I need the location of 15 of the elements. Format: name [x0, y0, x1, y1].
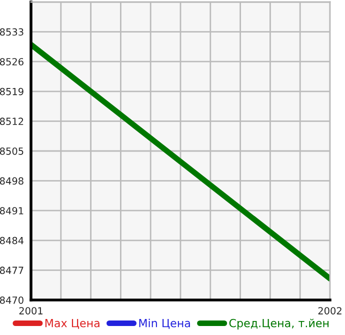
y-tick-label: 8512	[0, 118, 24, 126]
legend-label: Min Цена	[139, 318, 190, 329]
x-tick-label: 2001	[19, 307, 42, 314]
y-tick-label: 8505	[0, 147, 24, 155]
y-tick-label: 8477	[0, 266, 24, 274]
legend-label: Max Цена	[45, 319, 100, 329]
y-tick-label: 8484	[0, 236, 24, 244]
legend-label: Сред.Цена, т.йен	[229, 318, 329, 330]
x-tick-label: 2002	[318, 307, 342, 314]
y-tick-label: 8519	[0, 88, 24, 96]
y-tick-label: 8498	[0, 177, 24, 185]
y-tick-label: 8526	[0, 58, 24, 66]
y-tick-label: 8533	[0, 28, 24, 36]
y-tick-label: 8491	[0, 207, 24, 214]
y-tick-label: 8470	[0, 296, 24, 304]
